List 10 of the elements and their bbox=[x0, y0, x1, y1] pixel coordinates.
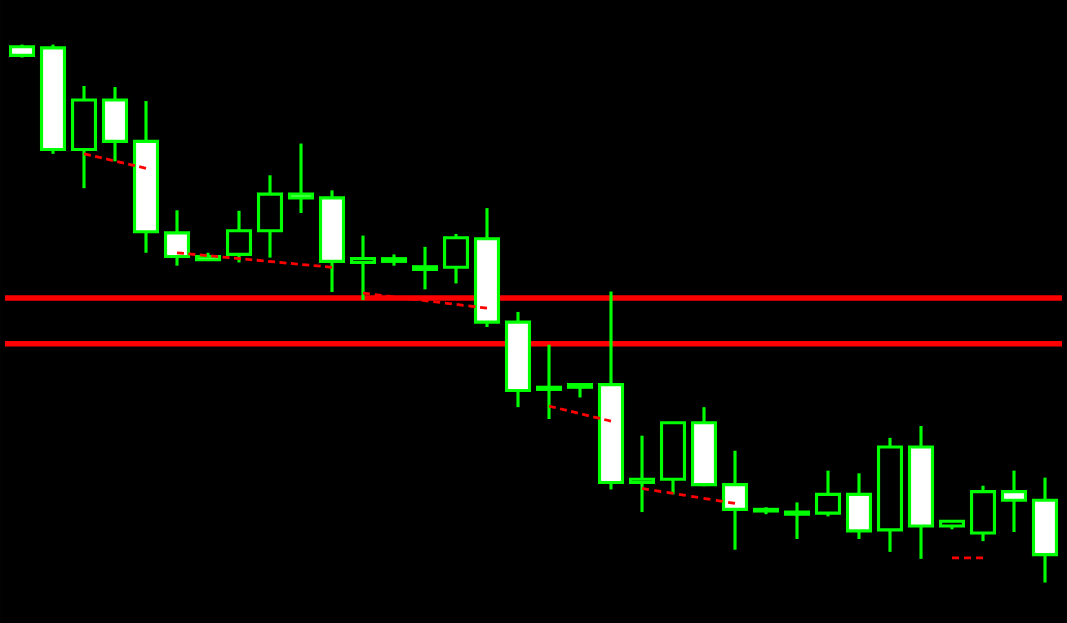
candlestick bbox=[1000, 470, 1028, 532]
candlestick bbox=[225, 210, 253, 263]
candlestick bbox=[349, 235, 377, 302]
candlestick bbox=[783, 502, 811, 539]
candlestick bbox=[535, 344, 563, 419]
candlestick bbox=[287, 143, 315, 213]
candlestick bbox=[163, 210, 191, 266]
candlestick bbox=[814, 470, 842, 517]
candlestick bbox=[411, 246, 439, 290]
candlestick bbox=[628, 435, 656, 514]
